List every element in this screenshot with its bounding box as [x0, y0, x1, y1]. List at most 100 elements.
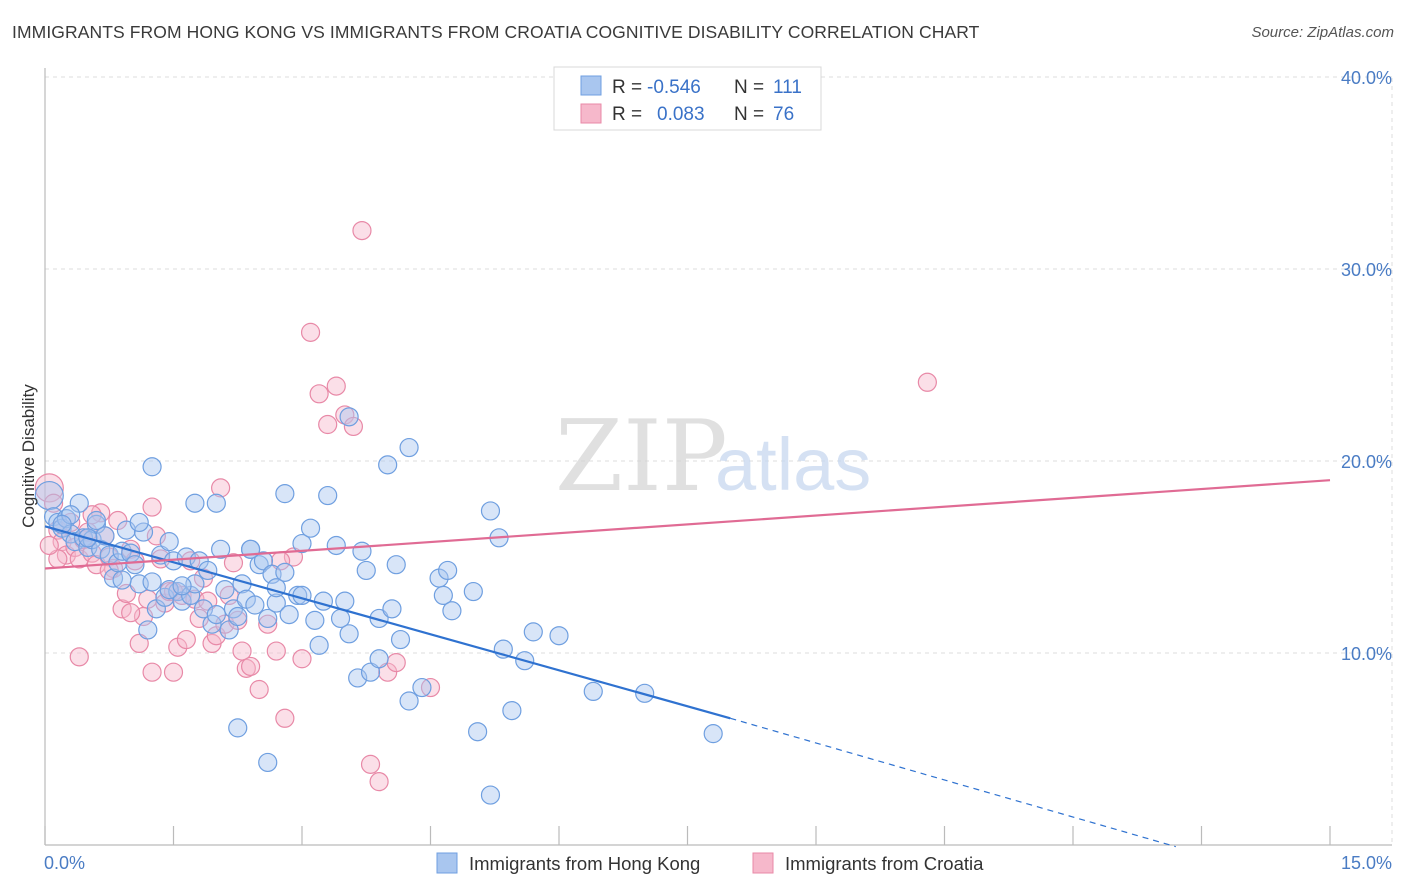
hongkong-point — [159, 532, 179, 552]
legend-swatch-croatia — [752, 852, 774, 874]
hongkong-point — [382, 599, 402, 619]
hongkong-point — [378, 455, 398, 475]
croatia-point — [309, 384, 329, 404]
hongkong-point — [390, 629, 411, 650]
hongkong-point — [339, 624, 359, 644]
chart-title: IMMIGRANTS FROM HONG KONG VS IMMIGRANTS … — [12, 22, 980, 42]
hongkong-point — [433, 585, 453, 606]
croatia-point — [917, 372, 937, 392]
stats-legend-swatch-blue — [580, 75, 602, 96]
hongkong-point — [219, 620, 239, 640]
stats-legend-r-value-blue: -0.546 — [647, 77, 701, 98]
croatia-point — [258, 614, 278, 634]
x-tick-label-max: 15.0% — [1341, 853, 1392, 873]
hongkong-point — [583, 681, 603, 702]
croatia-point — [266, 641, 286, 661]
croatia-point — [326, 376, 346, 396]
hongkong-point — [386, 555, 406, 575]
hongkong-point — [300, 518, 321, 538]
croatia-point — [142, 662, 162, 682]
hongkong-point — [266, 578, 286, 598]
tick-labels: 10.0% 20.0% 30.0% 40.0% 0.0% 15.0% — [44, 68, 1392, 873]
hongkong-point — [305, 610, 325, 630]
hongkong-point — [202, 614, 222, 634]
croatia-point — [43, 493, 64, 513]
hongkong-point — [206, 604, 226, 625]
hongkong-point — [142, 457, 162, 477]
hongkong-point — [523, 622, 543, 642]
hongkong-point — [360, 662, 381, 682]
croatia-point — [360, 754, 381, 774]
hongkong-point — [95, 526, 115, 546]
hongkong-point — [275, 562, 295, 582]
hongkong-point — [442, 601, 462, 621]
croatia-point — [211, 478, 231, 498]
hongkong-point — [309, 635, 329, 655]
croatia-point — [275, 708, 295, 728]
stats-legend-swatch-pink — [580, 103, 602, 124]
y-tick-label: 30.0% — [1341, 260, 1392, 280]
hongkong-point — [549, 626, 569, 646]
stats-legend-r-label-blue: R = — [612, 77, 642, 98]
trend-line-hongkong-extension — [730, 717, 1176, 848]
hongkong-point — [352, 541, 372, 561]
croatia-point — [39, 535, 59, 556]
hongkong-point — [138, 620, 158, 640]
croatia-point — [241, 656, 261, 677]
hongkong-point — [703, 724, 723, 744]
hongkong-point — [206, 493, 226, 513]
hongkong-point — [112, 570, 132, 590]
hongkong-point — [318, 485, 338, 506]
hongkong-point — [399, 437, 419, 458]
hongkong-point — [129, 512, 149, 533]
hongkong-point — [228, 718, 248, 738]
croatia-point — [292, 649, 312, 669]
chart-source: Source: ZipAtlas.com — [1251, 24, 1394, 41]
hongkong-point — [253, 551, 274, 571]
hongkong-point — [279, 604, 299, 625]
grid-lines — [45, 76, 1393, 845]
croatia-point — [352, 221, 372, 241]
hongkong-point — [142, 572, 162, 592]
croatia-point — [223, 553, 244, 573]
hongkong-point — [228, 606, 248, 627]
legend-label-hongkong: Immigrants from Hong Kong — [469, 853, 700, 874]
trend-lines — [44, 479, 1331, 848]
hongkong-point — [369, 649, 389, 669]
trend-line-croatia — [44, 479, 1331, 570]
hongkong-point — [275, 484, 295, 504]
hongkong-point — [34, 480, 64, 511]
hongkong-point — [133, 522, 154, 542]
croatia-point — [300, 322, 321, 342]
croatia-point — [369, 772, 389, 792]
hongkong-point — [172, 576, 192, 596]
croatia-point — [386, 652, 406, 673]
hongkong-point — [258, 752, 278, 773]
hongkong-point — [502, 700, 522, 721]
x-tick-label-min: 0.0% — [44, 853, 85, 873]
legend-swatch-hongkong — [436, 852, 458, 874]
hongkong-point — [356, 560, 376, 581]
hongkong-point — [211, 539, 231, 559]
hongkong-point — [463, 581, 483, 602]
hongkong-point — [480, 501, 501, 521]
croatia-point — [343, 416, 363, 437]
watermark-atlas: atlas — [715, 423, 871, 506]
watermark-zip: ZIP — [555, 400, 728, 514]
stats-legend-r-label-pink: R = — [612, 104, 642, 125]
croatia-point — [121, 603, 141, 623]
y-axis-title: Cognitive Disability — [19, 384, 38, 528]
trend-line-hongkong — [44, 525, 731, 720]
hongkong-point — [185, 493, 205, 513]
hongkong-point — [215, 580, 235, 600]
hongkong-point — [399, 691, 419, 711]
y-tick-label: 10.0% — [1341, 644, 1392, 664]
hongkong-point — [339, 407, 359, 427]
y-tick-label: 40.0% — [1341, 68, 1392, 88]
croatia-point — [129, 633, 149, 654]
hongkong-point — [258, 608, 278, 629]
stats-legend-n-label-blue: N = — [734, 77, 764, 98]
legend-label-croatia: Immigrants from Croatia — [785, 853, 984, 874]
hongkong-point — [412, 677, 432, 698]
